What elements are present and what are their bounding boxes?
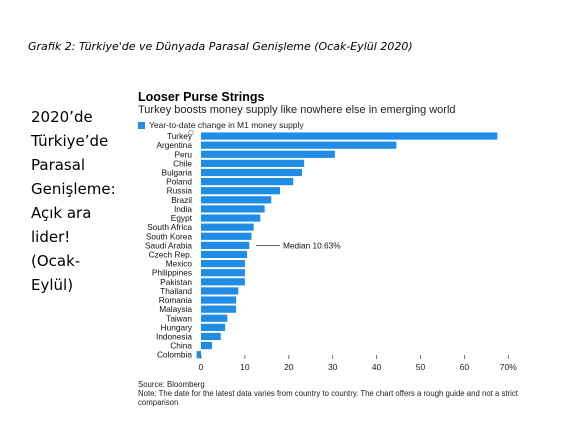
category-label: Poland [166,177,192,187]
x-tick-label: 0 [199,362,204,372]
x-tick-label: 30 [328,362,338,372]
bar-turkey [201,132,498,140]
bar-romania [201,296,237,304]
category-label: Hungary [161,322,193,332]
category-label: Taiwan [166,313,192,323]
category-label: Colombia [157,350,192,360]
x-tick-label: 10 [240,362,250,372]
figure-caption: Grafik 2: Türkiye'de ve Dünyada Parasal … [28,40,413,53]
bar-brazil [201,196,272,204]
bar-china [201,341,212,350]
bar-bulgaria [201,168,302,177]
bar-indonesia [201,332,221,341]
bar-egypt [201,214,261,222]
category-label: India [174,204,192,214]
legend-label: Year-to-date change in M1 money supply [149,120,304,130]
category-label: Romania [159,295,193,305]
category-label: Turkey [167,131,193,141]
category-label: Argentina [156,140,192,150]
side-note-line: Genişleme: [31,180,116,198]
chart-subtitle: Turkey boosts money supply like nowhere … [138,104,456,116]
category-label: Indonesia [156,331,192,341]
bar-peru [201,150,335,158]
category-label: Russia [167,186,193,196]
x-tick-label: 70% [500,362,517,372]
bar-colombia [196,351,201,359]
category-label: South Africa [147,222,192,232]
side-note-line: Türkiye’de [31,132,109,150]
side-note-line: Açık ara [31,204,92,222]
bar-pakistan [201,278,245,286]
bar-argentina [201,141,397,149]
category-label: Peru [174,149,192,159]
legend-swatch [138,121,145,129]
bar-thailand [201,287,239,295]
category-label: Czech Rep. [149,249,192,259]
bar-russia [201,187,281,195]
turkey-marker [188,129,194,136]
category-label: Mexico [166,259,193,269]
bar-mexico [201,259,245,268]
side-note-line: (Ocak- [31,252,81,270]
category-label: Pakistan [160,277,192,287]
category-label: Philippines [152,268,192,278]
category-label: China [170,341,192,351]
side-note-line: Eylül) [31,276,74,294]
x-tick-label: 20 [284,362,294,372]
side-note-line: lider! [31,228,71,246]
category-label: Brazil [171,195,192,205]
side-note-line: Parasal [31,156,86,174]
category-label: Egypt [171,213,193,223]
category-label: Saudi Arabia [145,240,192,250]
bar-malaysia [201,305,237,313]
bar-south-africa [201,223,254,231]
chart-source: Source: Bloomberg Note: The date for the… [138,380,538,407]
bar-south-korea [201,232,252,240]
chart-legend: Year-to-date change in M1 money supply [138,120,304,130]
side-note: 2020’de Türkiye’de Parasal Genişleme: Aç… [31,105,131,297]
bar-india [201,205,265,213]
x-tick-label: 60 [460,362,470,372]
chart-title: Looser Purse Strings [138,90,265,104]
bar-hungary [201,323,226,331]
bar-czech-rep- [201,250,248,259]
bar-taiwan [201,314,228,322]
note-text: Note: The date for the latest data varie… [138,389,518,407]
x-tick-label: 40 [372,362,382,372]
side-note-line: 2020’de [31,108,93,126]
bar-philippines [201,269,245,277]
bar-poland [201,178,294,186]
category-label: Thailand [160,286,192,296]
x-tick-label: 50 [416,362,426,372]
source-text: Source: Bloomberg [138,380,205,389]
category-label: South Korea [146,231,193,241]
category-label: Chile [173,158,192,168]
median-annotation: Median 10.63% [283,240,341,250]
bar-saudi-arabia [201,241,250,249]
category-label: Bulgaria [162,167,193,177]
category-label: Malaysia [159,304,192,314]
bar-chile [201,159,305,167]
